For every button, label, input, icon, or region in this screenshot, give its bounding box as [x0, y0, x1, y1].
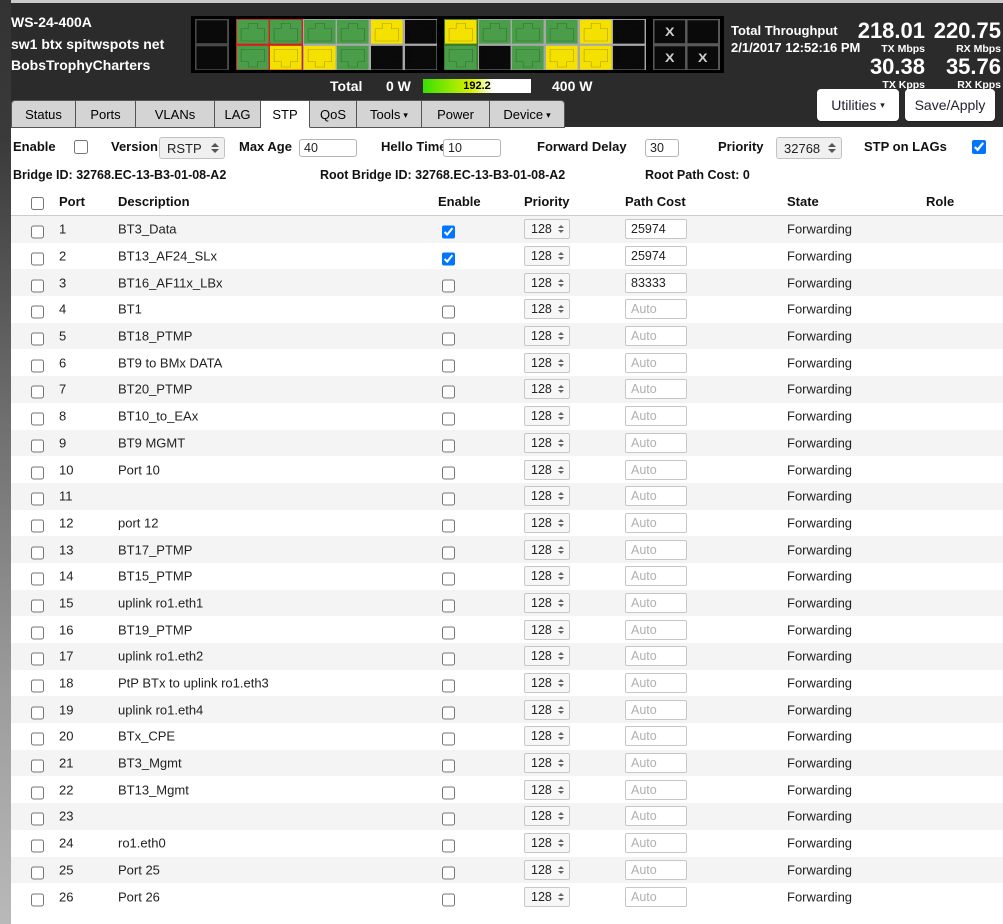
svg-text:X: X — [698, 51, 708, 65]
svg-text:X: X — [665, 25, 675, 39]
svg-text:X: X — [665, 51, 675, 65]
